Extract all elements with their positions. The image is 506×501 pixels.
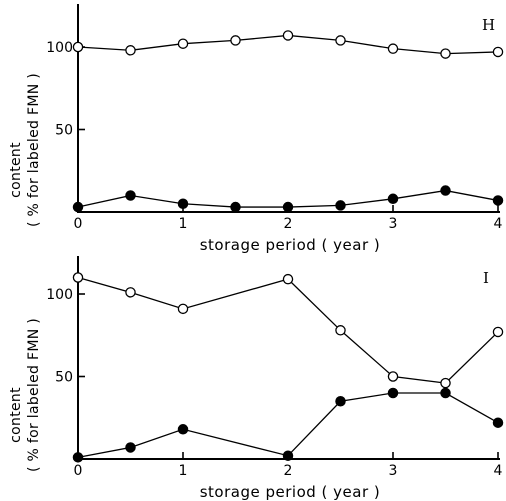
panel-h-open-point	[125, 45, 136, 56]
panel-i-filled-point	[387, 387, 399, 399]
panel-i-open-point	[125, 287, 136, 298]
panel-i-open-point	[387, 371, 399, 382]
panel-i-label: I	[483, 269, 489, 287]
panel-h-filled-point	[440, 185, 451, 196]
panel-h-y-tick-label: 100	[46, 40, 73, 56]
panel-i-open-point	[492, 326, 504, 338]
panel-i-x-tick-label: 1	[179, 463, 188, 479]
panel-h-y-axis-label-line1: content	[8, 142, 24, 198]
panel-h-open-point	[492, 46, 504, 58]
panel-i-axes	[77, 256, 500, 460]
panel-i-open-point	[282, 273, 294, 285]
panel-i-y-axis-label-line2: ( % for labeled FMN )	[26, 318, 42, 472]
panel-h-filled-point	[387, 193, 399, 205]
panel-h-filled-point	[282, 201, 294, 213]
panel-i: 0 1 2 3 4 50 100 I storage period ( year ) con…	[8, 256, 504, 501]
panel-h-filled-point	[492, 195, 504, 206]
panel-h-filled-point	[230, 201, 241, 213]
panel-h-open-point	[387, 43, 399, 54]
panel-i-y-tick-label: 100	[46, 287, 73, 303]
panel-h-y-tick-label: 50	[55, 123, 73, 139]
panel-i-x-tick-label: 4	[494, 463, 503, 479]
panel-h-x-tick-label: 3	[389, 216, 398, 232]
panel-h-filled-point	[177, 198, 189, 209]
panel-i-filled-point	[72, 452, 84, 463]
panel-i-filled-point	[125, 442, 136, 453]
panel-i-filled-point	[492, 417, 504, 428]
panel-i-filled-point	[335, 395, 346, 407]
panel-h-filled-point	[335, 200, 346, 211]
panel-i-x-axis-label: storage period ( year )	[200, 483, 381, 501]
panel-i-open-point	[72, 272, 84, 283]
panel-h-open-point	[72, 41, 84, 53]
panel-h-filled-point	[72, 201, 84, 213]
panel-h-open-point	[440, 48, 451, 59]
panel-i-open-point	[335, 325, 346, 336]
panel-i-filled-point	[282, 450, 294, 461]
panel-i-filled-point	[440, 387, 451, 399]
panel-h-x-tick-label: 1	[179, 216, 188, 232]
panel-i-open-series-line	[77, 276, 499, 384]
panel-h-label: H	[482, 16, 495, 34]
panel-i-open-point	[440, 377, 451, 389]
panel-h-x-axis-label: storage period ( year )	[200, 236, 381, 254]
panel-h-filled-point	[125, 190, 136, 201]
panel-i-x-tick-label: 0	[74, 463, 83, 479]
panel-i-filled-point	[177, 424, 189, 435]
panel-h: 0 1 2 3 4 50 100 H storage period ( year ) con…	[8, 4, 504, 254]
panel-h-open-point	[230, 35, 241, 46]
panel-h-x-tick-label: 4	[494, 216, 503, 232]
panel-h-x-tick-label: 0	[74, 216, 83, 232]
panel-i-y-axis-label-line1: content	[8, 387, 24, 443]
panel-i-open-point	[177, 303, 189, 315]
panel-h-x-tick-label: 2	[284, 216, 293, 232]
panel-i-filled-series-line	[77, 392, 499, 458]
panel-h-open-point	[282, 30, 294, 41]
panel-h-y-axis-label-line2: ( % for labeled FMN )	[26, 73, 42, 227]
panel-h-open-point	[177, 38, 189, 49]
panel-i-y-tick-label: 50	[55, 370, 73, 386]
panel-h-open-point	[335, 35, 346, 46]
panel-i-x-tick-label: 3	[389, 463, 398, 479]
panel-i-x-tick-label: 2	[284, 463, 293, 479]
